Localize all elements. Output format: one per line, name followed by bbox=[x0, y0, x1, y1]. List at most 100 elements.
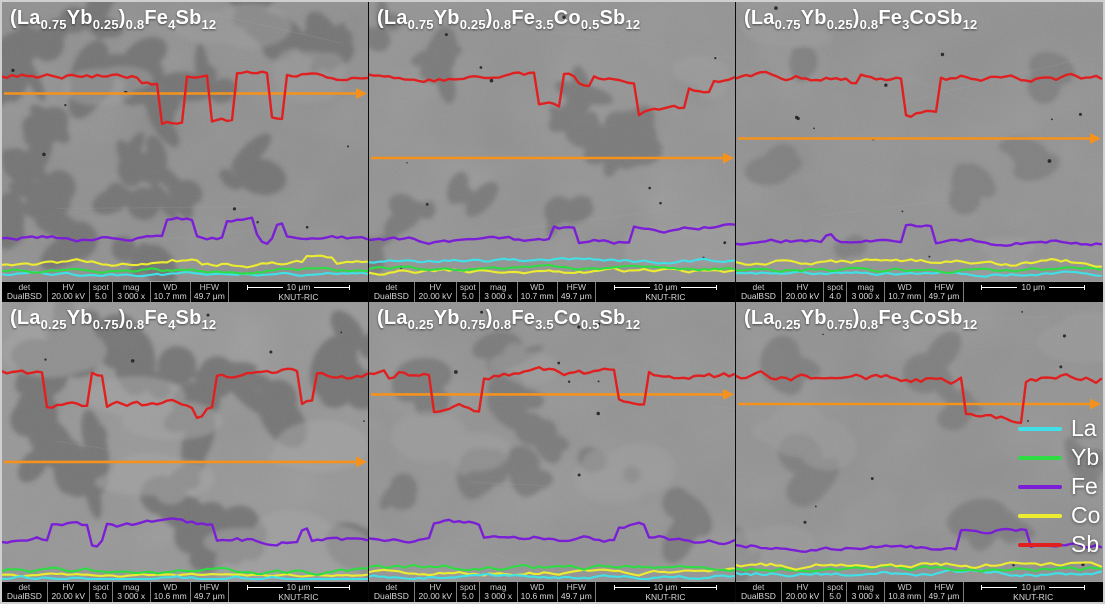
meta-cell-wd: WD 10.6 mm bbox=[518, 582, 558, 602]
meta-value-spot: 5.0 bbox=[461, 591, 474, 601]
scale-bar-label: 10 μm bbox=[653, 582, 678, 592]
panel-title: (La0.75Yb0.25)0.8Fe3CoSb12 bbox=[744, 7, 977, 32]
meta-cell-hfw: HFW 49.7 μm bbox=[925, 282, 964, 302]
meta-header-wd: WD bbox=[530, 282, 545, 292]
meta-header-spot: spot bbox=[827, 582, 844, 592]
panel-title: (La0.25Yb0.75)0.8Fe3.5Co0.5Sb12 bbox=[377, 307, 640, 332]
sem-panel-4: (La0.25Yb0.75)0.8Fe4Sb12 det DualBSD HV 20.0… bbox=[2, 302, 369, 602]
meta-header-det: det bbox=[18, 282, 31, 292]
formula-segment: 3.5 bbox=[535, 317, 554, 332]
meta-value-mag: 3 000 x bbox=[484, 591, 513, 601]
scale-bar-left-segment bbox=[613, 285, 650, 290]
eds-trace-fe bbox=[369, 518, 735, 546]
formula-segment: ) bbox=[485, 307, 493, 329]
formula-segment: 4 bbox=[168, 17, 176, 32]
meta-value-hfw: 49.7 μm bbox=[928, 291, 960, 301]
meta-value-det: DualBSD bbox=[740, 291, 776, 301]
formula-segment: Co bbox=[909, 7, 937, 29]
meta-header-wd: WD bbox=[897, 282, 912, 292]
meta-cell-mag: mag 3 000 x bbox=[480, 582, 518, 602]
formula-segment: 0.25 bbox=[40, 317, 67, 332]
formula-segment: Yb bbox=[66, 307, 93, 329]
meta-header-hfw: HFW bbox=[934, 282, 954, 292]
meta-cell-spot: spot 5.0 bbox=[90, 282, 113, 302]
formula-segment: 0.5 bbox=[580, 317, 600, 332]
eds-trace-sb bbox=[736, 370, 1103, 425]
sem-panel-3: (La0.75Yb0.25)0.8Fe3CoSb12 det DualBSD HV 20… bbox=[736, 2, 1103, 302]
eds-trace-co bbox=[736, 561, 1103, 571]
meta-value-hv: 20.00 kV bbox=[785, 291, 820, 301]
eds-trace-co bbox=[2, 572, 368, 578]
formula-segment: Fe bbox=[878, 7, 903, 29]
formula-segment: Yb bbox=[433, 307, 460, 329]
meta-cell-hfw: HFW 49.7 μm bbox=[191, 282, 229, 302]
eds-trace-fe bbox=[2, 216, 368, 246]
meta-header-det: det bbox=[752, 582, 765, 592]
meta-header-wd: WD bbox=[530, 582, 545, 592]
scale-bar: 10 μm bbox=[613, 582, 718, 593]
meta-header-hv: HV bbox=[62, 582, 75, 592]
formula-segment: 0.8 bbox=[125, 317, 145, 332]
meta-value-hv: 20.00 kV bbox=[785, 591, 820, 601]
meta-header-hv: HV bbox=[429, 282, 442, 292]
sem-micrograph bbox=[736, 2, 1103, 302]
formula-segment: Sb bbox=[175, 307, 202, 329]
formula-segment: Co bbox=[553, 307, 581, 329]
meta-header-hfw: HFW bbox=[934, 582, 954, 592]
eds-trace-la bbox=[2, 574, 368, 581]
legend-label-sb: Sb bbox=[1071, 531, 1100, 557]
scale-bar-left-segment bbox=[246, 285, 283, 290]
meta-value-wd: 10.7 mm bbox=[153, 291, 187, 301]
legend-label-yb: Yb bbox=[1071, 444, 1100, 470]
meta-cell-scale: 10 μm KNUT-RIC bbox=[596, 582, 735, 602]
sem-panel-2: (La0.75Yb0.25)0.8Fe3.5Co0.5Sb12 det DualBS… bbox=[369, 2, 736, 302]
formula-segment: 0.25 bbox=[459, 17, 486, 32]
meta-header-det: det bbox=[385, 282, 398, 292]
metadata-bar: det DualBSD HV 20.00 kV spot 5.0 mag 3 000 x WD 1… bbox=[736, 581, 1103, 602]
legend-label-la: La bbox=[1071, 415, 1097, 441]
eds-trace-fe bbox=[369, 222, 735, 246]
sem-noise-grain bbox=[736, 302, 1103, 602]
meta-cell-scale: 10 μm KNUT-RIC bbox=[596, 282, 735, 302]
meta-cell-scale: 10 μm KNUT-RIC bbox=[964, 582, 1104, 602]
meta-value-wd: 10.7 mm bbox=[520, 291, 554, 301]
meta-value-det: DualBSD bbox=[373, 291, 409, 301]
scale-bar-label: 10 μm bbox=[286, 282, 311, 292]
line-scan-arrow-head bbox=[1090, 133, 1101, 144]
scale-bar-right-segment bbox=[1049, 285, 1086, 290]
line-scan-arrow-head bbox=[1090, 398, 1101, 410]
meta-value-det: DualBSD bbox=[6, 591, 42, 601]
sem-panel-5: (La0.25Yb0.75)0.8Fe3.5Co0.5Sb12 det DualBS… bbox=[369, 302, 736, 602]
meta-value-hfw: 49.7 μm bbox=[193, 291, 225, 301]
formula-segment: ) bbox=[118, 307, 126, 329]
eds-trace-la bbox=[369, 257, 735, 265]
meta-header-det: det bbox=[18, 582, 31, 592]
scale-bar-label: 10 μm bbox=[1021, 282, 1046, 292]
meta-cell-scale: 10 μm KNUT-RIC bbox=[229, 582, 368, 602]
formula-segment: Fe bbox=[144, 7, 169, 29]
sem-micrograph bbox=[736, 302, 1103, 602]
sem-noise-grain bbox=[736, 2, 1103, 302]
legend-swatch-la bbox=[1018, 426, 1062, 431]
scale-bar-label: 10 μm bbox=[286, 582, 311, 592]
meta-value-wd: 10.7 mm bbox=[888, 291, 922, 301]
lab-name-label: KNUT-RIC bbox=[278, 591, 319, 602]
legend-item-la: La bbox=[1018, 414, 1100, 443]
meta-value-mag: 3 000 x bbox=[117, 591, 146, 601]
eds-trace-co bbox=[736, 258, 1103, 268]
meta-cell-mag: mag 3 000 x bbox=[847, 582, 885, 602]
formula-segment: Co bbox=[909, 307, 937, 329]
meta-cell-det: det DualBSD bbox=[2, 282, 48, 302]
formula-segment: 0.75 bbox=[40, 17, 67, 32]
line-scan-arrow-head bbox=[723, 152, 734, 164]
formula-segment: 12 bbox=[201, 17, 217, 32]
meta-cell-spot: spot 5.0 bbox=[824, 582, 848, 602]
sem-noise-grain bbox=[369, 302, 735, 602]
formula-segment: 12 bbox=[962, 317, 978, 332]
meta-cell-wd: WD 10.7 mm bbox=[518, 282, 558, 302]
formula-segment: ) bbox=[485, 7, 493, 29]
formula-segment: 0.75 bbox=[459, 317, 486, 332]
meta-cell-hv: HV 20.00 kV bbox=[415, 282, 457, 302]
meta-header-det: det bbox=[752, 282, 765, 292]
